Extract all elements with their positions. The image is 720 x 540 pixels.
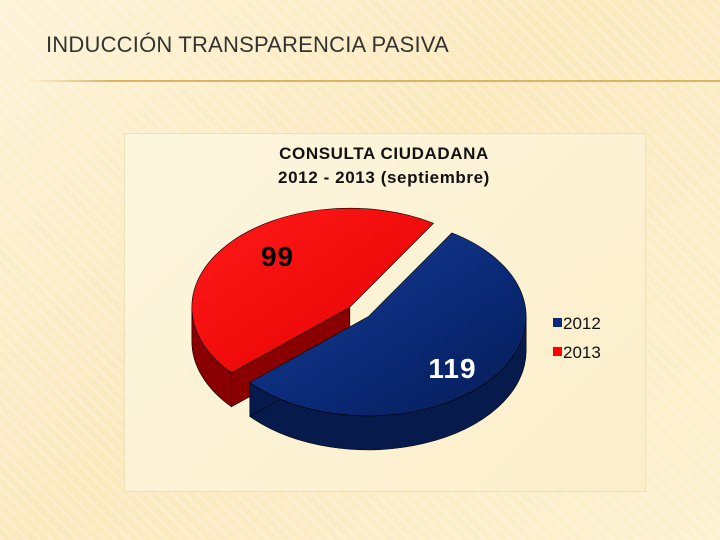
- pie-top-2013: [191, 207, 435, 374]
- pie-top-2012: [249, 232, 527, 417]
- data-label-2012: 119: [428, 353, 476, 384]
- legend-label-2013: 2013: [563, 343, 601, 362]
- legend: 2012 2013: [553, 314, 601, 362]
- chart-title-line-1: CONSULTA CIUDADANA: [279, 144, 489, 163]
- legend-swatch-2012: [553, 318, 562, 327]
- pie-slice-2012: 119: [249, 232, 527, 451]
- title-divider: [28, 80, 720, 82]
- data-label-2013: 99: [261, 241, 294, 272]
- chart-panel: CONSULTA CIUDADANA 2012 - 2013 (septiemb…: [124, 133, 646, 492]
- pie-plot: 99 119: [191, 207, 527, 451]
- chart-title-line-2: 2012 - 2013 (septiembre): [278, 168, 490, 187]
- legend-swatch-2013: [553, 347, 562, 356]
- slide-title: INDUCCIÓN TRANSPARENCIA PASIVA: [46, 32, 449, 57]
- pie-chart: CONSULTA CIUDADANA 2012 - 2013 (septiemb…: [191, 144, 601, 451]
- legend-label-2012: 2012: [563, 314, 601, 333]
